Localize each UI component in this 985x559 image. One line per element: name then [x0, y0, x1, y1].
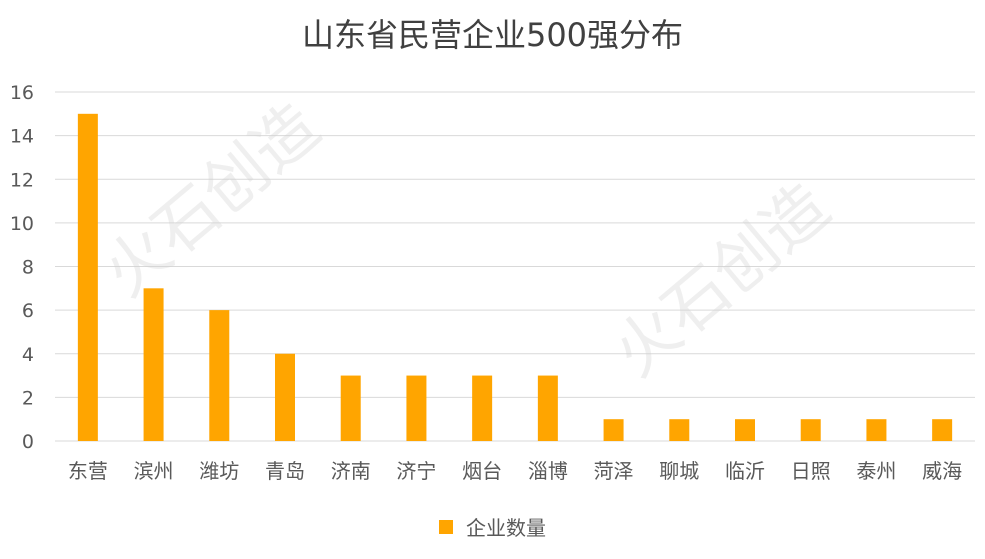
y-tick-label: 16: [10, 82, 34, 104]
x-category-label: 泰州: [856, 459, 896, 483]
bar: [275, 353, 295, 441]
bar: [472, 375, 493, 441]
chart-title: 山东省民营企业500强分布: [301, 16, 684, 54]
y-tick-label: 8: [22, 257, 34, 279]
bar: [800, 419, 821, 441]
x-category-label: 青岛: [265, 459, 305, 483]
bar: [406, 375, 427, 441]
bar: [603, 419, 624, 441]
bar: [209, 310, 230, 441]
y-tick-label: 14: [10, 126, 34, 148]
y-tick-label: 6: [22, 300, 34, 322]
x-category-label: 聊城: [659, 459, 699, 483]
x-category-label: 东营: [68, 459, 108, 483]
bar: [866, 419, 887, 441]
y-tick-label: 2: [22, 387, 34, 409]
x-category-label: 菏泽: [594, 459, 634, 483]
bar: [669, 419, 690, 441]
x-category-label: 潍坊: [199, 459, 239, 483]
x-category-label: 济南: [331, 459, 371, 483]
y-tick-label: 0: [22, 431, 34, 453]
bar: [143, 288, 164, 441]
bar: [735, 419, 755, 441]
bar: [77, 113, 98, 441]
bars: [77, 113, 953, 441]
x-category-label: 烟台: [462, 459, 502, 483]
legend-swatch: [438, 519, 453, 534]
x-category-label: 日照: [791, 459, 831, 483]
bar: [340, 375, 361, 441]
x-category-label: 威海: [922, 459, 962, 483]
gridlines: [55, 91, 975, 442]
legend: 企业数量: [0, 512, 985, 541]
y-tick-label: 4: [22, 344, 34, 366]
x-category-label: 淄博: [528, 459, 568, 483]
bar: [537, 375, 558, 441]
y-tick-label: 10: [10, 213, 34, 235]
x-category-label: 临沂: [725, 459, 765, 483]
bar: [932, 419, 953, 441]
y-axis-ticks: 0 2 4 6 8 10 12 14 16: [10, 82, 34, 453]
x-category-label: 滨州: [134, 459, 174, 483]
y-tick-label: 12: [10, 169, 34, 191]
legend-label: 企业数量: [466, 516, 547, 540]
x-category-label: 济宁: [396, 459, 436, 483]
x-axis-categories: 东营 滨州 潍坊 青岛 济南 济宁 烟台 淄博 菏泽 聊城 临沂 日照 泰州 威海: [68, 459, 962, 483]
